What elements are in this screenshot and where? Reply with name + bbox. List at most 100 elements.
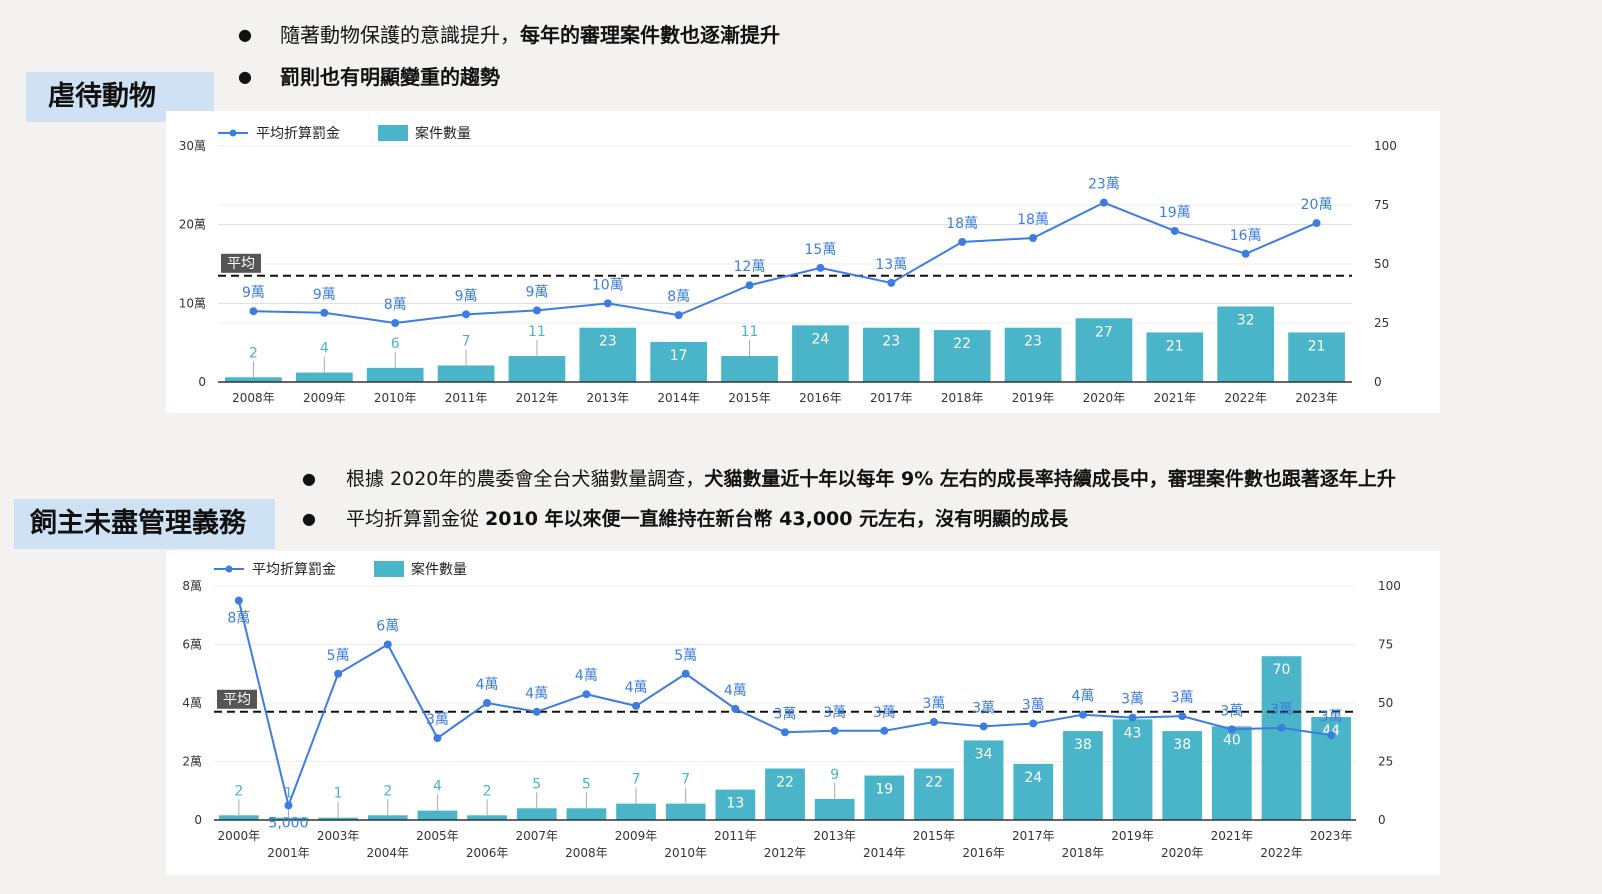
bar-mark [864,775,905,820]
bar-mark [792,325,849,382]
x-tick-label: 2013年 [587,391,630,405]
line-point [1312,219,1321,228]
x-tick-label: 2018年 [1062,846,1105,860]
x-tick-label: 2009年 [303,391,346,405]
section2-label: 飼主未盡管理義務 [14,499,275,549]
x-tick-label: 2022年 [1224,391,1267,405]
bar-data-label: 23 [1024,334,1042,350]
line-series-path [253,201,1317,325]
line-data-label: 4萬 [724,683,747,699]
line-data-label: 4萬 [476,677,499,693]
line-data-label: 9萬 [242,285,265,301]
line-point [532,306,541,315]
line-point [284,801,293,810]
x-tick-label: 2008年 [565,846,608,860]
x-tick-label: 2022年 [1260,846,1303,860]
x-tick-label: 2019年 [1111,829,1154,843]
bar-mark [318,817,358,820]
bar-mark [715,789,756,820]
bar-mark [1063,731,1103,820]
bar-data-label: 9 [830,767,839,783]
bar-data-label: 21 [1308,338,1326,354]
chart-owner-duty: 平均折算罰金 案件數量 0 2萬 4萬 6萬 8萬 0 25 50 75 100 2 1 1 2 4 2 5 5 7 7 1… [166,551,1440,875]
bullet-item: 根據 2020年的農委會全台犬貓數量調查，犬貓數量近十年以每年 9% 左右的成長… [302,459,1396,499]
bar-mark [1112,719,1153,820]
line-point [1170,226,1179,235]
x-tick-label: 2014年 [863,846,906,860]
line-point [1277,723,1286,732]
x-tick-label: 2003年 [317,829,360,843]
line-point [887,278,896,287]
bar-mark [1075,318,1133,382]
bar-data-label: 19 [875,782,893,798]
bar-data-label: 22 [925,775,943,791]
section1-bullets: 隨著動物保護的意識提升，每年的審理案件數也逐漸提升 罰則也有明顯變重的趨勢 [238,14,780,98]
x-tick-label: 2015年 [728,391,771,405]
bar-mark [650,341,708,382]
line-point [1029,234,1038,243]
bar-mark [963,740,1004,820]
line-point [674,311,683,320]
x-tick-label: 2004年 [367,846,410,860]
bar-mark [1004,327,1062,382]
x-tick-label: 2012年 [516,391,559,405]
bar-data-label: 4 [320,341,329,357]
y-right-tick-label: 50 [1378,696,1393,710]
line-data-label: 3萬 [823,705,846,721]
line-data-label: 6萬 [376,619,399,635]
x-tick-label: 2006年 [466,846,509,860]
line-data-label: 3萬 [972,700,995,716]
line-data-label: 5萬 [327,648,350,664]
x-tick-label: 2018年 [941,391,984,405]
line-data-label: 9萬 [313,287,336,303]
bar-data-label: 7 [632,772,641,788]
bar-mark [566,808,607,820]
bullet-item: 隨著動物保護的意識提升，每年的審理案件數也逐漸提升 [238,14,780,56]
x-tick-label: 2021年 [1154,391,1197,405]
line-data-label: 4萬 [525,686,548,702]
bar-data-label: 70 [1273,662,1291,678]
x-tick-label: 2000年 [218,829,261,843]
y-left-tick-label: 20萬 [179,218,206,232]
bar-data-label: 38 [1074,737,1092,753]
bar-mark [467,815,507,820]
line-data-label: 4萬 [625,680,648,696]
y-right-tick-label: 0 [1378,813,1386,827]
line-data-label: 8萬 [227,611,250,627]
y-left-tick-label: 30萬 [179,139,206,153]
y-left-tick-label: 6萬 [182,638,202,652]
section1-label: 虐待動物 [26,72,214,122]
legend-bar-swatch [374,561,404,577]
x-tick-label: 2009年 [615,829,658,843]
line-data-label: 15萬 [805,242,837,258]
bar-data-label: 2 [383,783,392,799]
y-left-tick-label: 0 [194,813,202,827]
bar-data-label: 2 [483,783,492,799]
x-tick-label: 2016年 [962,846,1005,860]
bar-mark [1146,332,1204,382]
bar-data-label: 11 [528,324,546,340]
bar-mark [1288,332,1345,382]
legend-label: 案件數量 [411,561,467,578]
bar-data-label: 6 [391,336,400,352]
line-data-label: 4萬 [1071,689,1094,705]
bar-data-label: 4 [433,779,442,795]
x-tick-label: 2016年 [799,391,842,405]
x-tick-label: 2019年 [1012,391,1055,405]
line-point [249,307,258,316]
bar-data-label: 1 [284,786,293,802]
line-data-label: 18萬 [1017,212,1049,228]
y-right-tick-label: 75 [1378,638,1393,652]
bar-mark [862,327,920,382]
line-data-label: 19萬 [1159,205,1191,221]
bar-data-label: 7 [462,333,471,349]
line-point [1029,719,1038,728]
bar-data-label: 23 [599,334,617,350]
legend-line-dot [225,565,233,573]
line-data-label: 3萬 [1320,709,1343,725]
line-data-label: 3萬 [1270,702,1293,718]
bar-mark [814,798,855,820]
line-point [830,726,839,735]
line-point [681,669,690,678]
